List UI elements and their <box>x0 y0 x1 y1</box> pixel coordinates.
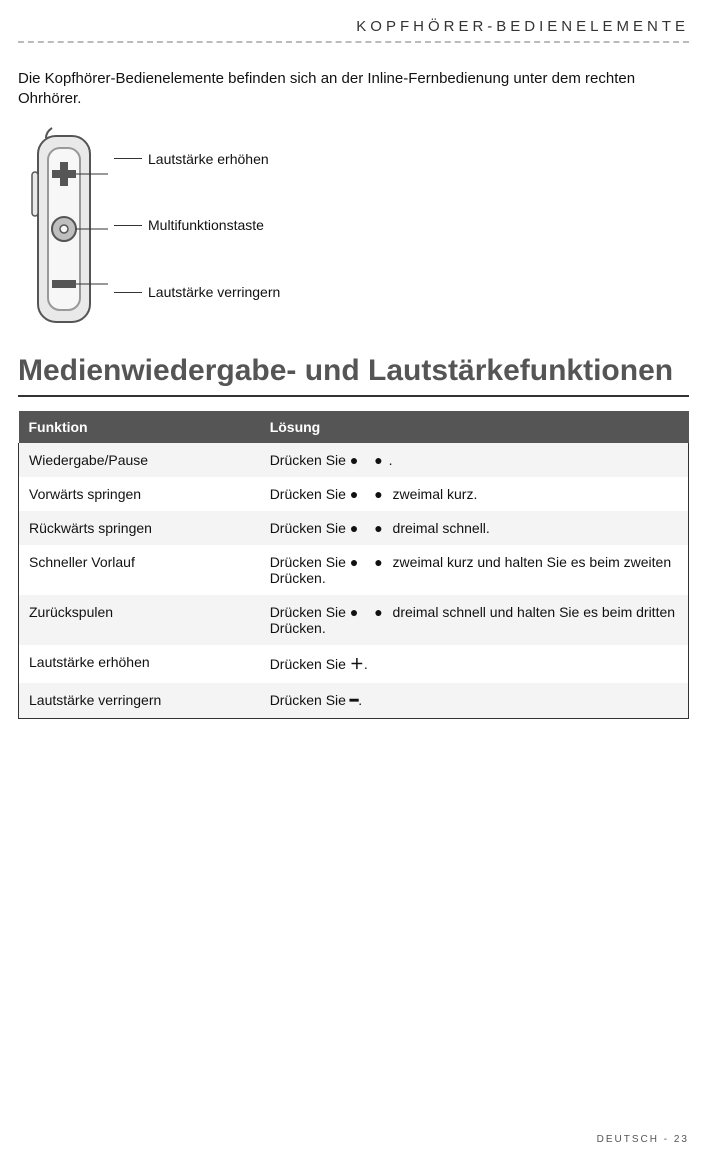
callout-label: Lautstärke verringern <box>148 284 280 300</box>
cell-loesung: Drücken Sie ━. <box>260 683 689 719</box>
cell-funktion: Rückwärts springen <box>19 511 260 545</box>
callout-multifunction: Multifunktionstaste <box>114 217 280 233</box>
intro-text: Die Kopfhörer-Bedienelemente befinden si… <box>18 69 689 110</box>
remote-illustration <box>18 126 108 326</box>
functions-table: Funktion Lösung Wiedergabe/Pause Drücken… <box>18 411 689 719</box>
mfb-icon: ● ● <box>350 554 389 570</box>
table-header-row: Funktion Lösung <box>19 411 689 443</box>
cell-loesung: Drücken Sie ● ● dreimal schnell. <box>260 511 689 545</box>
callout-label: Multifunktionstaste <box>148 217 264 233</box>
cell-funktion: Lautstärke verringern <box>19 683 260 719</box>
mfb-icon: ● ● <box>350 604 389 620</box>
cell-funktion: Lautstärke erhöhen <box>19 645 260 683</box>
table-row: Rückwärts springen Drücken Sie ● ● dreim… <box>19 511 689 545</box>
cell-funktion: Wiedergabe/Pause <box>19 443 260 477</box>
cell-loesung: Drücken Sie ● ● zweimal kurz und halten … <box>260 545 689 595</box>
table-row: Schneller Vorlauf Drücken Sie ● ● zweima… <box>19 545 689 595</box>
cell-loesung: Drücken Sie ● ● dreimal schnell und halt… <box>260 595 689 645</box>
callout-volume-up: Lautstärke erhöhen <box>114 151 280 167</box>
page-footer: DEUTSCH - 23 <box>597 1134 689 1145</box>
mfb-icon: ● ● <box>350 452 389 468</box>
cell-funktion: Vorwärts springen <box>19 477 260 511</box>
callout-label: Lautstärke erhöhen <box>148 151 269 167</box>
col-loesung: Lösung <box>260 411 689 443</box>
table-row: Wiedergabe/Pause Drücken Sie ● ●. <box>19 443 689 477</box>
col-funktion: Funktion <box>19 411 260 443</box>
footer-page: 23 <box>674 1134 689 1145</box>
leader-line <box>114 158 142 159</box>
footer-lang: DEUTSCH <box>597 1134 659 1145</box>
remote-diagram: Lautstärke erhöhen Multifunktionstaste L… <box>18 126 689 326</box>
mfb-icon: ● ● <box>350 486 389 502</box>
section-title: Medienwiedergabe- und Lautstärkefunktion… <box>18 354 689 397</box>
cell-loesung: Drücken Sie ＋. <box>260 645 689 683</box>
leader-line <box>114 225 142 226</box>
table-row: Vorwärts springen Drücken Sie ● ● zweima… <box>19 477 689 511</box>
table-row: Lautstärke verringern Drücken Sie ━. <box>19 683 689 719</box>
table-row: Lautstärke erhöhen Drücken Sie ＋. <box>19 645 689 683</box>
leader-line <box>114 292 142 293</box>
mfb-icon: ● ● <box>350 520 389 536</box>
page-header: KOPFHÖRER-BEDIENELEMENTE <box>18 18 689 43</box>
cell-loesung: Drücken Sie ● ● zweimal kurz. <box>260 477 689 511</box>
table-row: Zurückspulen Drücken Sie ● ● dreimal sch… <box>19 595 689 645</box>
callout-volume-down: Lautstärke verringern <box>114 284 280 300</box>
cell-funktion: Schneller Vorlauf <box>19 545 260 595</box>
cell-funktion: Zurückspulen <box>19 595 260 645</box>
cell-loesung: Drücken Sie ● ●. <box>260 443 689 477</box>
plus-icon: ＋ <box>350 656 364 672</box>
